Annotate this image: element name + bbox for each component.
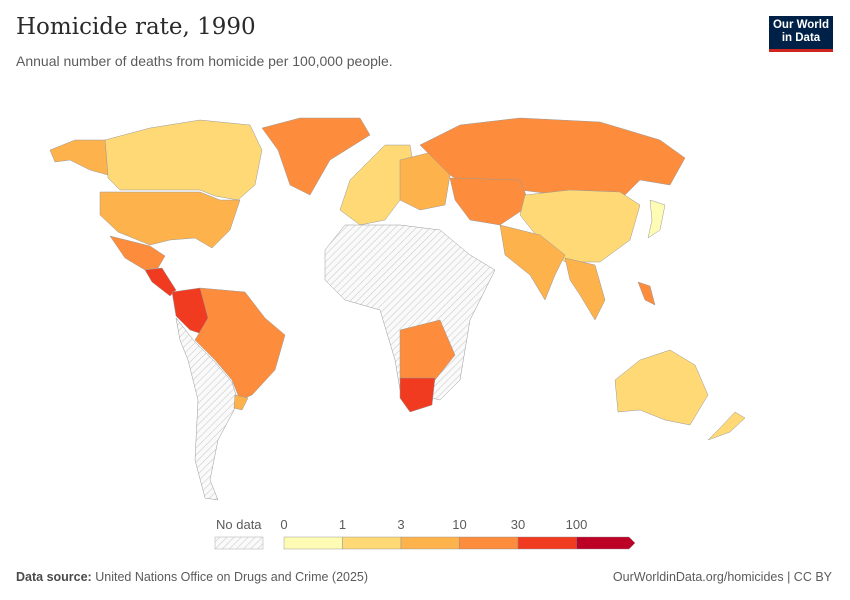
legend-tick-label: 3 [397, 517, 404, 532]
chart-subtitle: Annual number of deaths from homicide pe… [16, 53, 393, 69]
owid-link[interactable]: OurWorldinData.org/homicides | CC BY [612, 570, 832, 584]
legend-bin->100[interactable] [576, 536, 636, 550]
region-india[interactable] [499, 224, 566, 301]
legend-bin-1-3[interactable] [342, 536, 402, 550]
region-mexico[interactable] [109, 235, 166, 271]
legend-no-data-swatch [214, 536, 264, 550]
region-uruguay[interactable] [233, 394, 249, 411]
region-southern-africa[interactable] [399, 319, 456, 381]
region-rest-of-south-america[interactable] [175, 317, 237, 501]
logo-line1: Our World [772, 19, 829, 31]
legend-bin-0-1[interactable] [283, 536, 343, 550]
region-australia[interactable] [614, 349, 709, 426]
region-south-africa[interactable] [399, 377, 436, 413]
legend-bin-30-100[interactable] [517, 536, 577, 550]
region-greenland[interactable] [261, 117, 371, 196]
region-canada[interactable] [104, 119, 263, 201]
region-central-america[interactable] [144, 267, 177, 297]
region-central-asia[interactable] [449, 177, 531, 226]
source-text: United Nations Office on Drugs and Crime… [95, 570, 369, 584]
legend-tick-label: 10 [452, 517, 466, 532]
legend: No data 0 1 3 10 30 100 [214, 517, 636, 550]
region-alaska[interactable] [49, 139, 109, 176]
region-southeast-asia[interactable] [564, 257, 606, 321]
legend-tick-label: 100 [566, 517, 588, 532]
region-japan[interactable] [647, 199, 666, 239]
source-label: Data source: [16, 570, 92, 584]
region-new-zealand[interactable] [707, 411, 746, 441]
region-united-states[interactable] [99, 191, 241, 249]
legend-no-data-label: No data [216, 517, 262, 532]
legend-bin-3-10[interactable] [400, 536, 460, 550]
region-philippines[interactable] [637, 281, 656, 306]
owid-logo[interactable]: Our World in Data [769, 16, 833, 52]
legend-tick-label: 1 [339, 517, 346, 532]
legend-tick-label: 0 [280, 517, 287, 532]
logo-line2: in Data [781, 32, 821, 44]
chart-title: Homicide rate, 1990 [16, 14, 256, 40]
legend-bin-10-30[interactable] [459, 536, 519, 550]
data-source: Data source: United Nations Office on Dr… [16, 570, 368, 584]
legend-tick-label: 30 [511, 517, 525, 532]
